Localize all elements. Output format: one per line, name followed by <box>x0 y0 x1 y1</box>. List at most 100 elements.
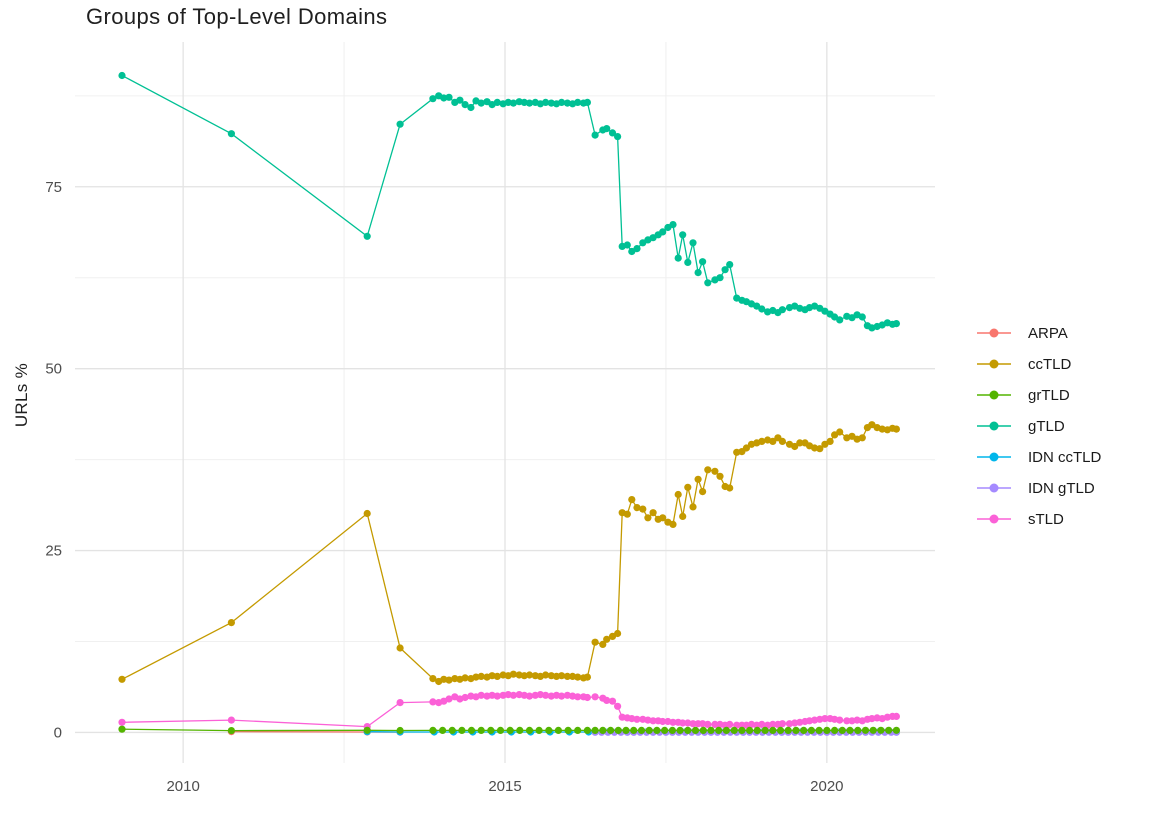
point-grtld <box>607 726 615 735</box>
point-cctld <box>704 466 712 474</box>
chart-title: Groups of Top-Level Domains <box>86 4 388 29</box>
series-gtld <box>118 71 901 332</box>
point-cctld <box>826 437 834 445</box>
series-grtld <box>118 725 901 735</box>
point-cctld <box>493 672 501 681</box>
point-cctld <box>429 675 437 683</box>
point-grtld <box>776 726 785 735</box>
point-gtld <box>716 274 724 282</box>
point-grtld <box>458 726 466 735</box>
x-tick-label: 2010 <box>166 778 199 795</box>
legend-item-idn-cctld: IDN ccTLD <box>977 446 1101 468</box>
point-cctld <box>649 509 657 517</box>
point-cctld <box>639 505 647 513</box>
legend-key-idn-gtld <box>977 481 1011 495</box>
point-cctld <box>689 503 697 511</box>
point-stld <box>429 698 437 706</box>
point-stld <box>558 692 566 700</box>
point-grtld <box>769 726 777 735</box>
legend-key-idn-cctld <box>977 450 1011 464</box>
point-cctld <box>836 428 844 436</box>
point-grtld <box>653 726 661 735</box>
point-gtld <box>704 279 712 287</box>
series-stld <box>118 691 901 731</box>
point-cctld <box>461 674 469 682</box>
point-stld <box>227 716 235 724</box>
point-grtld <box>823 726 831 735</box>
point-grtld <box>467 726 476 735</box>
point-gtld <box>461 101 469 109</box>
point-gtld <box>778 306 787 314</box>
point-gtld <box>858 313 866 321</box>
y-tick-label: 25 <box>45 543 62 560</box>
x-tick-label: 2015 <box>488 778 521 795</box>
point-gtld <box>726 261 734 269</box>
legend-item-gtld: gTLD <box>977 415 1101 437</box>
point-cctld <box>694 475 702 483</box>
point-grtld <box>554 726 563 735</box>
point-gtld <box>574 98 582 106</box>
point-cctld <box>699 488 707 496</box>
point-stld <box>574 693 582 701</box>
point-stld <box>542 691 550 699</box>
point-stld <box>603 696 611 705</box>
point-gtld <box>674 254 682 262</box>
point-cctld <box>644 514 652 522</box>
legend-key-dot <box>989 359 999 369</box>
point-stld <box>836 716 844 724</box>
point-stld <box>758 720 766 729</box>
point-gtld <box>542 98 550 106</box>
point-grtld <box>784 726 792 735</box>
legend-label: IDN ccTLD <box>1028 448 1102 466</box>
point-cctld <box>363 509 371 518</box>
point-cctld <box>778 437 787 445</box>
point-cctld <box>633 504 641 512</box>
legend-key-gtld <box>977 419 1011 433</box>
legend-item-stld: sTLD <box>977 508 1101 530</box>
legend-key-dot <box>989 514 999 524</box>
point-cctld <box>816 445 824 453</box>
point-gtld <box>558 98 566 106</box>
x-tick-label: 2020 <box>810 778 843 795</box>
point-grtld <box>564 726 572 735</box>
point-grtld <box>668 726 677 735</box>
point-cctld <box>558 672 566 680</box>
point-gtld <box>477 99 485 107</box>
point-cctld <box>396 644 404 652</box>
point-gtld <box>525 99 534 107</box>
legend-label: gTLD <box>1028 417 1065 435</box>
cctld-line <box>121 423 897 683</box>
point-cctld <box>711 467 719 475</box>
point-grtld <box>448 726 456 735</box>
y-axis-title: URLs % <box>12 363 31 428</box>
point-grtld <box>574 726 582 735</box>
point-stld <box>711 720 719 729</box>
axis-tick-labels: 0 25 50 75 2010 2015 2020 <box>45 179 843 795</box>
point-grtld <box>691 726 700 735</box>
point-gtld <box>623 241 631 249</box>
point-gtld <box>467 103 475 112</box>
point-grtld <box>892 726 901 734</box>
point-stld <box>608 697 617 705</box>
point-cctld <box>684 483 692 491</box>
point-grtld <box>545 726 553 735</box>
legend-item-cctld: ccTLD <box>977 353 1101 375</box>
point-stld <box>843 717 851 725</box>
point-stld <box>445 695 453 703</box>
legend-item-grtld: grTLD <box>977 384 1101 406</box>
point-cctld <box>669 520 677 529</box>
point-gtld <box>892 320 901 328</box>
point-grtld <box>496 726 505 735</box>
point-cctld <box>583 673 592 681</box>
point-cctld <box>118 675 126 683</box>
point-cctld <box>791 442 799 451</box>
point-gtld <box>633 245 641 253</box>
legend-label: ARPA <box>1028 324 1068 342</box>
point-grtld <box>753 726 761 735</box>
point-gtld <box>509 99 517 107</box>
point-cctld <box>227 619 235 627</box>
point-stld <box>461 693 469 702</box>
point-stld <box>509 691 517 699</box>
point-gtld <box>445 93 453 101</box>
